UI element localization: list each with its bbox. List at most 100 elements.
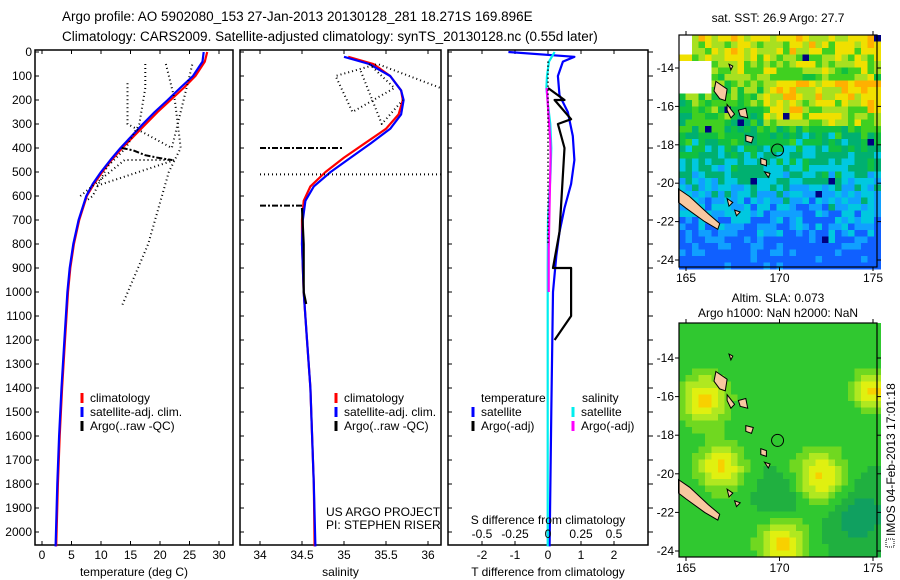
map-cell: [770, 420, 777, 428]
map-cell: [763, 427, 771, 434]
map-cell: [828, 537, 836, 545]
map-cell: [854, 158, 862, 166]
map-cell: [744, 210, 751, 218]
map-cell: [770, 388, 777, 395]
map-cell: [789, 479, 797, 486]
map-cell: [776, 223, 784, 231]
map-cell: [731, 492, 738, 499]
map-cell: [822, 505, 829, 512]
map-cell: [841, 158, 849, 166]
map-cell: [757, 537, 764, 545]
y-tick-label: 300: [12, 117, 32, 131]
map-cell: [679, 61, 686, 68]
island-landmass: [713, 370, 728, 392]
map-cell: [731, 524, 738, 532]
map-cell: [770, 427, 777, 434]
map-cell: [724, 388, 732, 395]
map-cell: [861, 54, 868, 62]
map-cell: [692, 119, 699, 127]
map-cell: [841, 178, 849, 185]
map-cell: [809, 100, 816, 107]
map-cell: [841, 126, 849, 133]
map-cell: [802, 87, 810, 94]
map-cell: [841, 342, 849, 350]
map-cell: [737, 433, 745, 441]
map-cell: [828, 368, 836, 376]
map-cell: [848, 414, 855, 421]
map-cell: [854, 100, 862, 107]
map-cell: [822, 427, 829, 434]
map-cell: [698, 158, 706, 166]
map-cell: [744, 67, 751, 75]
map-cell: [757, 498, 764, 506]
map-cell: [692, 362, 699, 369]
map-cell: [828, 35, 836, 42]
map-cell: [731, 87, 738, 94]
map-cell: [822, 145, 829, 153]
map-cell: [698, 132, 706, 140]
map-cell: [867, 217, 875, 224]
map-cell: [776, 498, 784, 506]
map-cell: [783, 479, 790, 486]
map-cell: [776, 544, 784, 551]
map-cell: [770, 197, 777, 205]
map-cell: [783, 420, 790, 428]
map-cell: [802, 492, 810, 499]
map-cell: [841, 375, 849, 382]
map-cell: [731, 61, 738, 68]
map-cell: [724, 485, 732, 493]
map-cell: [711, 459, 719, 467]
map-cell: [763, 518, 771, 525]
y-tick-label: -22: [657, 505, 675, 519]
map-cell: [731, 336, 738, 343]
map-cell: [679, 524, 686, 532]
map-cell: [698, 191, 706, 198]
map-cell: [705, 35, 712, 42]
map-title: Altim. SLA: 0.073: [732, 291, 825, 305]
map-cell: [776, 41, 784, 49]
map-cell: [783, 381, 790, 389]
map-cell: [698, 87, 706, 94]
map-cell: [789, 388, 797, 395]
map-cell: [679, 362, 686, 369]
map-cell: [854, 472, 862, 480]
map-cell: [796, 349, 803, 356]
map-cell: [861, 178, 868, 185]
map-cell: [789, 119, 797, 127]
map-cell: [737, 427, 745, 434]
map-cell: [776, 414, 784, 421]
map-cell: [770, 362, 777, 369]
map-cell: [848, 342, 855, 350]
map-cell: [861, 230, 868, 237]
map-cell: [731, 74, 738, 81]
map-cell: [724, 93, 732, 101]
map-cell: [809, 80, 816, 88]
map-cell: [802, 394, 810, 402]
map-cell: [750, 505, 758, 512]
x-tick-label: 165: [676, 271, 696, 285]
map-cell: [815, 479, 823, 486]
map-cell: [828, 524, 836, 532]
map-cell: [750, 204, 758, 211]
map-cell: [802, 100, 810, 107]
map-cell: [828, 394, 836, 402]
map-cell: [815, 342, 823, 350]
map-cell: [763, 505, 771, 512]
map-cell: [698, 171, 706, 179]
map-cell: [802, 485, 810, 493]
map-cell: [731, 362, 738, 369]
map-cell: [705, 329, 712, 337]
map-cell: [848, 362, 855, 369]
map-cell: [841, 74, 849, 81]
map-cell: [861, 544, 868, 551]
map-cell: [835, 511, 842, 519]
map-cell: [809, 485, 816, 493]
map-cell: [757, 342, 764, 350]
map-cell: [822, 178, 829, 185]
map-cell: [789, 511, 797, 519]
map-cell: [763, 329, 771, 337]
map-cell: [685, 524, 693, 532]
map-cell: [802, 145, 810, 153]
x-tick-label: 5: [68, 548, 75, 562]
map-cell: [835, 217, 842, 224]
